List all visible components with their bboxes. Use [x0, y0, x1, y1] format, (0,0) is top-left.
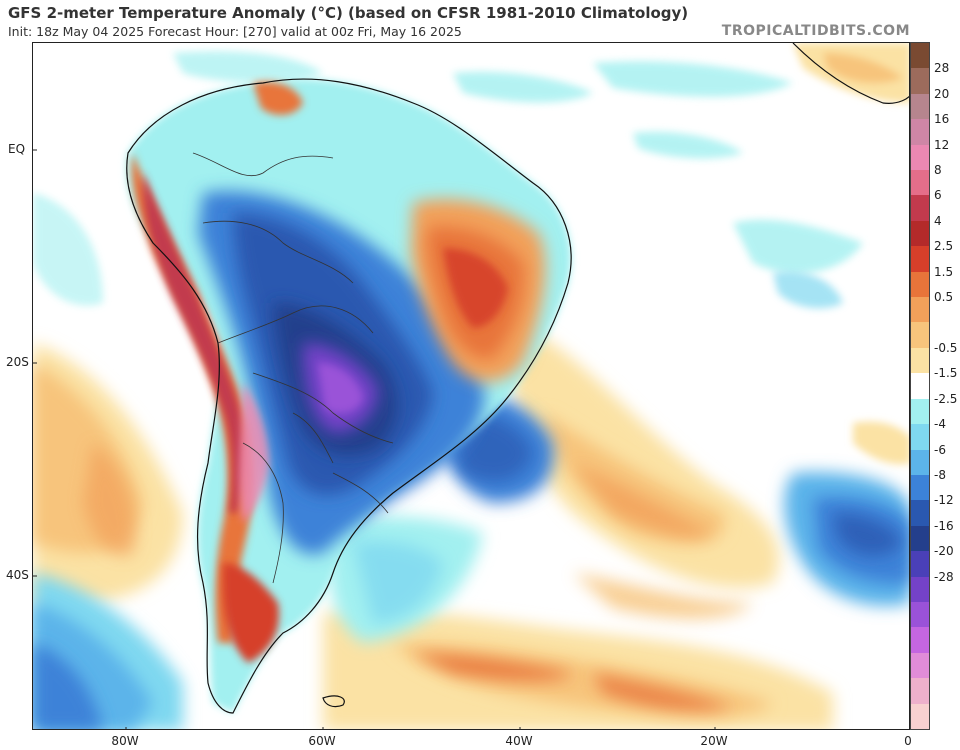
colorbar-cell: [911, 703, 929, 730]
colorbar-cell: [911, 678, 929, 705]
colorbar-tick-label: 6: [934, 188, 942, 203]
colorbar-tick-label: 1.5: [934, 264, 954, 279]
colorbar-cell: [911, 347, 929, 374]
forecast-info: Init: 18z May 04 2025 Forecast Hour: [27…: [8, 24, 462, 39]
lat-label-20s: 20S: [6, 355, 29, 369]
lon-label-60w: 60W: [308, 734, 336, 748]
lon-label-40w: 40W: [505, 734, 533, 748]
ocean-anomaly-fields: [33, 51, 909, 729]
colorbar-tick-label: -28: [934, 569, 954, 584]
coastlines: [126, 43, 909, 714]
lon-label-20w: 20W: [700, 734, 728, 748]
anomaly-map: [32, 42, 910, 730]
colorbar-cell: [911, 170, 929, 196]
colorbar-tick-label: 2.5: [934, 239, 954, 254]
colorbar-cell: [911, 43, 929, 69]
colorbar-cell: [911, 195, 929, 222]
colorbar-tick-label: 12: [934, 137, 950, 152]
colorbar-cell: [911, 500, 929, 527]
colorbar-tick-label: 8: [934, 163, 942, 178]
colorbar-tick-label: -12: [934, 493, 954, 508]
axis-ticks: [33, 149, 716, 729]
map-canvas: [33, 43, 909, 729]
lat-label-40s: 40S: [6, 568, 29, 582]
colorbar-tick-label: -4: [934, 417, 946, 432]
colorbar-cell: [911, 551, 929, 578]
lat-label-eq: EQ: [8, 142, 26, 156]
colorbar: [910, 42, 930, 730]
colorbar-cell: [911, 398, 929, 425]
colorbar-cell: [911, 220, 929, 247]
brand-watermark: TROPICALTIDBITS.COM: [721, 23, 910, 39]
colorbar-cell: [911, 144, 929, 171]
colorbar-tick-label: -2.5: [934, 391, 958, 406]
colorbar-cell: [911, 424, 929, 451]
colorbar-cell: [911, 297, 929, 323]
map-title: GFS 2-meter Temperature Anomaly (°C) (ba…: [8, 4, 689, 22]
colorbar-tick-label: 16: [934, 112, 950, 127]
colorbar-cell: [911, 373, 929, 400]
colorbar-cell: [911, 601, 929, 628]
colorbar-cell: [911, 474, 929, 501]
country-borders: [192, 152, 394, 584]
colorbar-cell: [911, 652, 929, 679]
colorbar-cell: [911, 68, 929, 95]
colorbar-tick-label: 4: [934, 213, 942, 228]
colorbar-cell: [911, 449, 929, 476]
colorbar-tick-label: -0.5: [934, 340, 958, 355]
colorbar-tick-label: 0.5: [934, 290, 954, 305]
colorbar-tick-label: -16: [934, 518, 954, 533]
colorbar-tick-label: 20: [934, 86, 950, 101]
lon-label-0: 0: [904, 734, 912, 748]
colorbar-cell: [911, 576, 929, 603]
colorbar-tick-label: -1.5: [934, 366, 958, 381]
colorbar-cell: [911, 119, 929, 146]
colorbar-tick-label: -20: [934, 544, 954, 559]
colorbar-tick-label: 28: [934, 61, 950, 76]
colorbar-tick-label: -6: [934, 442, 946, 457]
colorbar-cell: [911, 93, 929, 120]
colorbar-cell: [911, 525, 929, 552]
colorbar-cell: [911, 246, 929, 273]
colorbar-cell: [911, 322, 929, 349]
colorbar-tick-label: -8: [934, 467, 946, 482]
lon-label-80w: 80W: [111, 734, 139, 748]
colorbar-cell: [911, 627, 929, 654]
colorbar-cell: [911, 271, 929, 298]
